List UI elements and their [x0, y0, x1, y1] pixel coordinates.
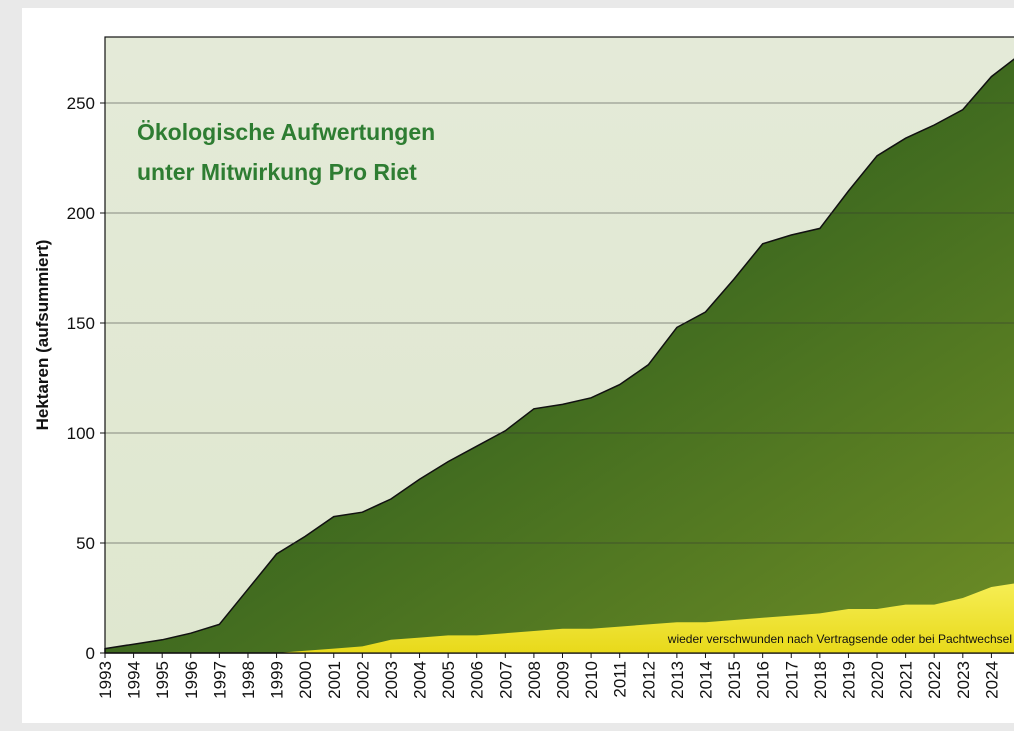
chart-title: Ökologische Aufwertungen — [137, 119, 435, 145]
x-tick-label: 2020 — [868, 661, 887, 699]
x-tick-label: 2022 — [925, 661, 944, 699]
y-tick-label: 200 — [67, 204, 95, 223]
y-tick-label: 250 — [67, 94, 95, 113]
y-axis-label: Hektaren (aufsummiert) — [33, 240, 52, 431]
x-tick-label: 2023 — [954, 661, 973, 699]
x-tick-label: 2002 — [353, 661, 372, 699]
x-tick-label: 1999 — [268, 661, 287, 699]
x-tick-label: 2016 — [754, 661, 773, 699]
x-tick-label: 2005 — [439, 661, 458, 699]
x-tick-label: 2019 — [839, 661, 858, 699]
x-tick-label: 2000 — [296, 661, 315, 699]
x-tick-label: 2013 — [668, 661, 687, 699]
x-tick-label: 2017 — [782, 661, 801, 699]
x-tick-label: 2015 — [725, 661, 744, 699]
x-tick-label: 2024 — [982, 661, 1001, 699]
x-tick-label: 1993 — [96, 661, 115, 699]
x-tick-label: 2003 — [382, 661, 401, 699]
x-tick-label: 1997 — [210, 661, 229, 699]
x-tick-label: 2007 — [496, 661, 515, 699]
y-tick-label: 150 — [67, 314, 95, 333]
x-tick-label: 2009 — [554, 661, 573, 699]
x-tick-label: 2001 — [325, 661, 344, 699]
y-tick-label: 100 — [67, 424, 95, 443]
x-tick-label: 2014 — [696, 661, 715, 699]
x-tick-label: 2010 — [582, 661, 601, 699]
x-tick-label: 2021 — [897, 661, 916, 699]
x-tick-label: 1996 — [182, 661, 201, 699]
x-tick-label: 2006 — [468, 661, 487, 699]
x-tick-label: 2011 — [611, 661, 630, 698]
annotation: wieder verschwunden nach Vertragsende od… — [667, 632, 1012, 646]
x-tick-label: 1998 — [239, 661, 258, 699]
x-tick-label: 2012 — [639, 661, 658, 699]
chart: 0 50 100 150 200 250 1993 1994 1995 1996 1997 1998 1… — [0, 0, 1014, 731]
chart-title: unter Mitwirkung Pro Riet — [137, 159, 417, 185]
y-tick-label: 0 — [86, 644, 95, 663]
x-tick-label: 2008 — [525, 661, 544, 699]
page: {"chart_data": {"type": "area", "title_l… — [0, 0, 1014, 731]
x-tick-label: 2018 — [811, 661, 830, 699]
x-tick-label: 2004 — [411, 661, 430, 699]
y-tick-label: 50 — [76, 534, 95, 553]
x-tick-label: 1995 — [153, 661, 172, 699]
x-tick-label: 1994 — [125, 661, 144, 699]
